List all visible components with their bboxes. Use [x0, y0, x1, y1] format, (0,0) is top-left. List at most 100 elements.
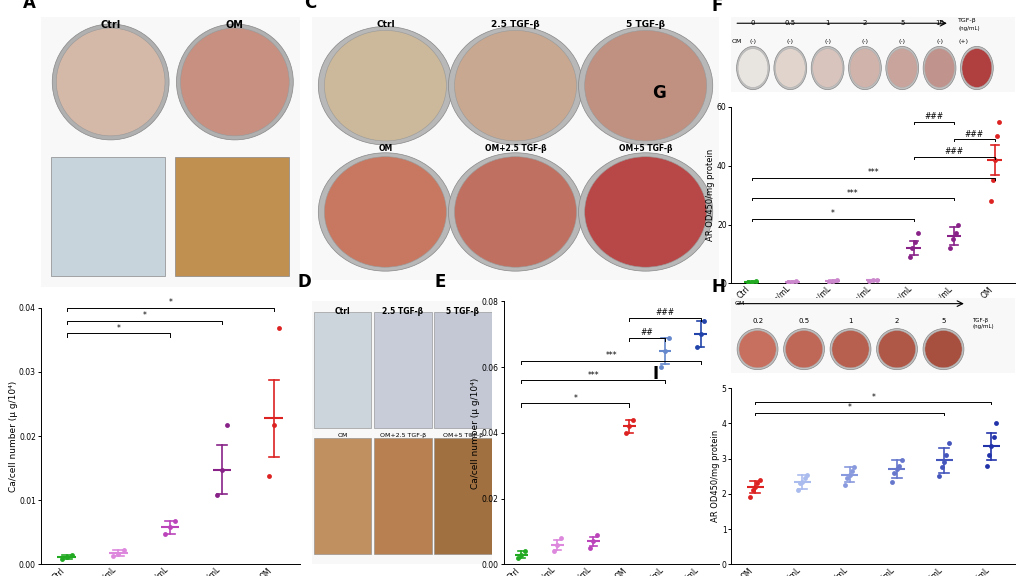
- Point: [780, 278, 796, 287]
- Point: [981, 196, 998, 206]
- Point: [977, 461, 994, 471]
- Point: [659, 333, 676, 342]
- Point: [58, 553, 74, 562]
- Ellipse shape: [812, 48, 842, 88]
- Text: OM: OM: [337, 433, 347, 438]
- Ellipse shape: [180, 28, 289, 136]
- Bar: [314, 438, 371, 554]
- Text: 5 TGF-β: 5 TGF-β: [446, 306, 479, 316]
- Point: [888, 465, 904, 474]
- Y-axis label: Ca/cell number (μ g/10⁴): Ca/cell number (μ g/10⁴): [471, 377, 480, 488]
- Text: OM+2.5 TGF-β: OM+2.5 TGF-β: [484, 143, 546, 153]
- Point: [219, 420, 235, 429]
- Point: [110, 550, 126, 559]
- Text: 5: 5: [941, 318, 945, 324]
- Point: [581, 543, 597, 552]
- Point: [260, 471, 276, 480]
- Text: ***: ***: [847, 188, 858, 198]
- Text: 5 TGF-β: 5 TGF-β: [626, 20, 664, 29]
- Ellipse shape: [785, 331, 822, 368]
- Text: ###: ###: [655, 308, 674, 317]
- Point: [886, 468, 902, 478]
- Point: [841, 470, 857, 479]
- Text: OM: OM: [731, 39, 741, 44]
- Point: [265, 420, 281, 429]
- Point: [949, 220, 965, 229]
- Text: OM: OM: [378, 143, 392, 153]
- Ellipse shape: [829, 329, 870, 370]
- Text: *: *: [870, 393, 874, 401]
- Point: [819, 277, 836, 286]
- Text: 1: 1: [824, 20, 829, 26]
- Bar: [175, 157, 289, 276]
- Text: 2.5 TGF-β: 2.5 TGF-β: [491, 20, 539, 29]
- Point: [843, 467, 859, 476]
- Text: 10: 10: [934, 20, 944, 26]
- Text: OM: OM: [226, 20, 244, 30]
- Text: OM+2.5 TGF-β: OM+2.5 TGF-β: [379, 433, 426, 438]
- Point: [901, 252, 917, 262]
- Y-axis label: Ca/cell number (μ g/10⁴): Ca/cell number (μ g/10⁴): [8, 381, 17, 492]
- Point: [63, 551, 79, 560]
- Text: ***: ***: [604, 351, 616, 360]
- Point: [157, 529, 173, 539]
- Point: [906, 237, 922, 247]
- Point: [513, 550, 529, 559]
- Text: ###: ###: [944, 147, 963, 157]
- Point: [696, 317, 712, 326]
- Point: [836, 480, 852, 490]
- Point: [692, 329, 708, 339]
- Ellipse shape: [922, 329, 963, 370]
- Y-axis label: AR OD450/mg protein: AR OD450/mg protein: [706, 149, 714, 241]
- Ellipse shape: [922, 47, 955, 90]
- Ellipse shape: [877, 331, 915, 368]
- Text: 0: 0: [750, 20, 754, 26]
- Point: [270, 324, 286, 333]
- Ellipse shape: [324, 31, 446, 141]
- Point: [162, 522, 178, 532]
- Point: [791, 479, 807, 488]
- Text: OM+5 TGF-β: OM+5 TGF-β: [442, 433, 483, 438]
- Point: [652, 362, 668, 372]
- Ellipse shape: [849, 48, 879, 88]
- Ellipse shape: [738, 48, 767, 88]
- Point: [739, 278, 755, 287]
- Text: ###: ###: [923, 112, 943, 121]
- Ellipse shape: [584, 31, 706, 141]
- Point: [788, 276, 804, 286]
- Ellipse shape: [448, 153, 582, 271]
- Point: [827, 275, 844, 285]
- Text: *: *: [847, 403, 851, 412]
- Ellipse shape: [454, 31, 576, 141]
- Point: [517, 547, 533, 556]
- Text: C: C: [304, 0, 316, 12]
- Text: 1: 1: [848, 318, 852, 324]
- Ellipse shape: [810, 47, 843, 90]
- Text: ***: ***: [587, 370, 598, 380]
- Point: [656, 346, 673, 355]
- Point: [616, 429, 633, 438]
- Point: [983, 176, 1000, 185]
- Text: ##: ##: [640, 328, 653, 337]
- Point: [588, 530, 604, 540]
- Text: 2: 2: [862, 20, 866, 26]
- Point: [980, 450, 997, 460]
- Ellipse shape: [736, 47, 768, 90]
- Text: TGF-β
(ng/mL): TGF-β (ng/mL): [971, 318, 994, 329]
- Point: [689, 343, 705, 352]
- Point: [585, 537, 601, 546]
- Text: 5: 5: [899, 20, 904, 26]
- Point: [742, 493, 758, 502]
- Text: (ng/mL): (ng/mL): [957, 26, 979, 31]
- Point: [987, 132, 1004, 141]
- Ellipse shape: [454, 157, 576, 267]
- Bar: [434, 438, 491, 554]
- Bar: [51, 157, 165, 276]
- Point: [940, 438, 956, 448]
- Point: [932, 463, 949, 472]
- Point: [214, 465, 230, 474]
- Point: [944, 234, 960, 244]
- Point: [930, 472, 947, 481]
- Ellipse shape: [783, 329, 823, 370]
- Ellipse shape: [960, 47, 993, 90]
